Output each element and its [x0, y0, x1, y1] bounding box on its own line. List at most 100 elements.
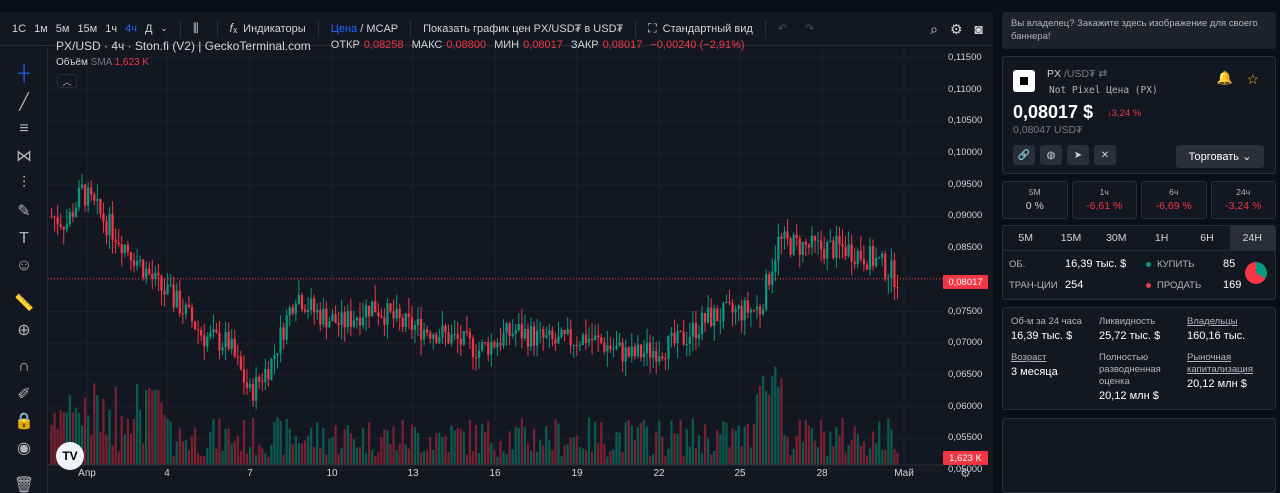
link-icon[interactable]: 🔗	[1013, 145, 1035, 165]
magnet-icon[interactable]: ∩	[18, 358, 30, 375]
candles-type-button[interactable]: ⫼	[189, 21, 209, 36]
timeframe-1d[interactable]: Д	[144, 22, 153, 35]
change-box[interactable]: 6ч -6,69 %	[1141, 181, 1207, 219]
volume-bar	[676, 433, 679, 465]
timeframe-1m[interactable]: 1м	[34, 22, 48, 35]
emoji-icon[interactable]: ☺	[15, 257, 33, 274]
collapse-legend-button[interactable]: ︿	[57, 74, 77, 88]
mcap-link[interactable]: Рыночная капитализация	[1187, 352, 1254, 375]
timeframe-4h[interactable]: 4ч	[125, 22, 137, 35]
banner-ad[interactable]: Вы владелец? Закажите здесь изображение …	[1002, 12, 1276, 49]
candle-body	[795, 234, 798, 239]
period-tab[interactable]: 5M	[1018, 232, 1033, 244]
volume-bar	[575, 435, 578, 465]
change-box[interactable]: 24ч -3,24 %	[1210, 181, 1276, 219]
trend-line-icon[interactable]: ╱	[19, 94, 29, 111]
candle-body	[853, 261, 856, 265]
price-axis-label: 0,05500	[948, 432, 983, 444]
zoom-in-icon[interactable]: ⊕	[17, 322, 31, 339]
candle-body	[621, 342, 624, 362]
settings-gear-icon[interactable]: ⚙	[949, 20, 963, 37]
candle-body	[352, 320, 355, 327]
candle-body	[590, 338, 594, 340]
change-box[interactable]: 1ч -6,61 %	[1071, 181, 1137, 219]
divider	[410, 19, 412, 38]
text-icon[interactable]: T	[19, 230, 29, 247]
candle-body	[291, 307, 294, 314]
candle-body	[493, 341, 496, 347]
lock-icon[interactable]: 🔒	[14, 413, 34, 430]
candle-body	[703, 313, 707, 323]
volume-bar	[572, 437, 575, 465]
candle-body	[813, 235, 817, 241]
redo-button[interactable]: ↷	[804, 23, 815, 35]
star-icon[interactable]: ☆	[1246, 71, 1259, 87]
price-mcap-toggle[interactable]: Цена / MCAP	[327, 23, 402, 35]
volume-bar	[597, 443, 600, 465]
price-axis[interactable]: 0,11500 0,11000 0,10500 0,10000 0,09500 0,090…	[945, 35, 993, 475]
legend-low-value: 0,08017	[523, 39, 563, 51]
volume-bar	[737, 425, 740, 465]
price-chart[interactable]	[48, 35, 943, 481]
candle-body	[526, 328, 530, 347]
telegram-icon[interactable]: ➤	[1067, 145, 1089, 165]
candle-body	[93, 194, 96, 201]
brush-icon[interactable]: ✎	[17, 203, 31, 220]
holders-link[interactable]: Владельцы	[1187, 316, 1238, 327]
eye-icon[interactable]: ◉	[17, 440, 31, 457]
candle-body	[566, 329, 569, 334]
timeframe-5m[interactable]: 5м	[55, 22, 70, 35]
volume-bar	[193, 427, 197, 465]
camera-icon[interactable]: ◙	[974, 21, 983, 37]
change-box[interactable]: 5М 0 %	[1002, 181, 1068, 219]
tradingview-logo[interactable]: TV	[56, 442, 84, 470]
volume-bar	[722, 421, 725, 465]
candle-body	[893, 260, 896, 288]
axis-settings-icon[interactable]: ⚙	[960, 466, 971, 480]
candle-body	[50, 216, 53, 218]
candle-body	[548, 330, 551, 336]
trash-icon[interactable]: 🗑	[13, 477, 35, 493]
volume-bar	[248, 447, 252, 465]
age-link[interactable]: Возраст	[1011, 352, 1047, 363]
volume-bar	[777, 387, 780, 465]
undo-button[interactable]: ↶	[777, 23, 787, 35]
timeframe-1h[interactable]: 1ч	[105, 22, 118, 35]
crosshair-icon[interactable]: ┼	[18, 65, 30, 82]
period-tab[interactable]: 24H	[1229, 226, 1275, 250]
volume-bar	[245, 453, 249, 465]
discord-icon[interactable]: ◍	[1040, 145, 1062, 165]
show-chart-button[interactable]: Показать график цен PX/USD₮ в USD₮	[423, 22, 624, 35]
indicators-button[interactable]: 𝑓ₓ Индикаторы	[226, 21, 310, 36]
mcap-block: Рыночная капитализация 20,12 млн $	[1187, 352, 1269, 390]
timeframe-dropdown-icon[interactable]: ⌄	[160, 23, 168, 33]
timeframe-15m[interactable]: 15м	[77, 22, 98, 35]
x-icon[interactable]: ✕	[1094, 145, 1116, 165]
volume-bar	[801, 442, 804, 465]
volume-bar	[823, 431, 826, 465]
period-tab[interactable]: 30M	[1106, 232, 1127, 244]
token-price: 0,08017 $	[1013, 102, 1094, 122]
swap-icon[interactable]: ⇄	[1098, 68, 1108, 80]
timeframe-1s[interactable]: 1С	[12, 22, 27, 35]
volume-bar	[819, 420, 823, 465]
horizontal-lines-icon[interactable]: ≡	[19, 120, 29, 137]
candle-body	[282, 327, 285, 340]
volume-bar	[755, 394, 759, 465]
pattern-icon[interactable]: ⋈	[16, 148, 32, 165]
candle-body	[749, 309, 753, 313]
fib-icon[interactable]: ⫶	[21, 175, 26, 192]
volume-bar	[206, 447, 209, 465]
candle-body	[346, 311, 349, 328]
standard-view-button[interactable]: ⛶ Стандартный вид	[644, 21, 757, 36]
period-tab[interactable]: 1H	[1154, 232, 1169, 244]
replay-search-icon[interactable]: ⌕	[930, 20, 938, 37]
bell-icon[interactable]: 🔔	[1216, 70, 1233, 85]
period-tab[interactable]: 6H	[1200, 232, 1214, 244]
pencil-lock-icon[interactable]: ✐	[17, 386, 31, 403]
volume-bar	[435, 433, 438, 465]
volume-bar	[670, 420, 673, 465]
period-tab[interactable]: 15M	[1060, 232, 1082, 244]
ruler-icon[interactable]: 📏	[14, 295, 34, 312]
trade-button[interactable]: Торговать ⌄	[1176, 145, 1264, 168]
